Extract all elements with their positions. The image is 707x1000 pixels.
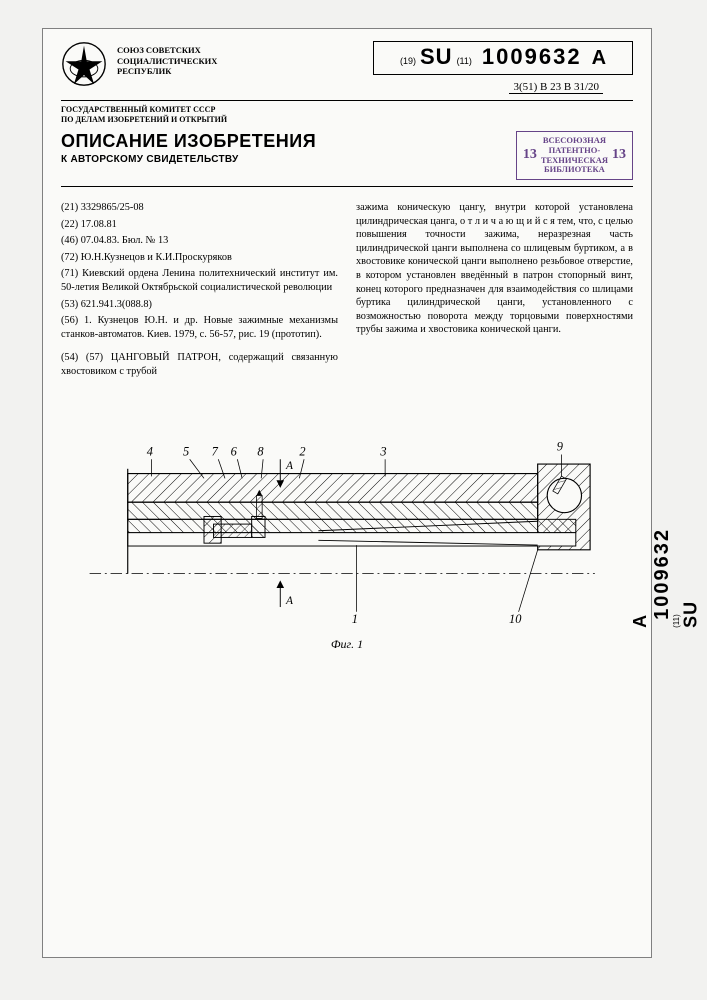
field-56: (56) 1. Кузнецов Ю.Н. и др. Новые зажимн… [61,314,338,341]
pub-country: SU [420,44,453,70]
committee-name: ГОСУДАРСТВЕННЫЙ КОМИТЕТ СССР ПО ДЕЛАМ ИЗ… [61,105,633,125]
divider [61,100,633,101]
ipc-classification: 3(51) B 23 B 31/20 [509,81,603,94]
divider [61,186,633,187]
field-54-57: (54) (57) ЦАНГОВЫЙ ПАТРОН, содержащий св… [61,351,338,378]
pub-number: 1009632 [482,44,582,70]
svg-text:7: 7 [212,445,219,459]
svg-text:10: 10 [509,613,522,627]
field-22: (22) 17.08.81 [61,218,338,232]
right-column: зажима коническую цангу, внутри которой … [356,201,633,381]
svg-text:4: 4 [147,445,153,459]
figure-1: A A 4 5 7 6 8 2 3 9 1 10 [61,411,633,641]
field-21: (21) 3329865/25-08 [61,201,338,215]
abstract-text: зажима коническую цангу, внутри которой … [356,201,633,337]
library-stamp: 13 ВСЕСОЮЗНАЯ ПАТЕНТНО- ТЕХНИЧЕСКАЯ БИБЛ… [516,131,633,180]
svg-text:3: 3 [379,445,386,459]
side-publication-label: A 1009632 (11) SU [630,520,701,628]
document-title: ОПИСАНИЕ ИЗОБРЕТЕНИЯ [61,131,316,152]
document-subtitle: К АВТОРСКОМУ СВИДЕТЕЛЬСТВУ [61,154,316,165]
svg-text:9: 9 [557,440,563,454]
stamp-text: ВСЕСОЮЗНАЯ ПАТЕНТНО- ТЕХНИЧЕСКАЯ БИБЛИОТ… [541,136,608,175]
svg-text:8: 8 [257,445,264,459]
pub-mid: (11) [457,56,472,66]
pub-kind: A [592,47,606,70]
left-column: (21) 3329865/25-08 (22) 17.08.81 (46) 07… [61,201,338,381]
field-46: (46) 07.04.83. Бюл. № 13 [61,234,338,248]
svg-text:1: 1 [352,613,358,627]
svg-text:A: A [285,460,294,472]
field-53: (53) 621.941.3(088.8) [61,298,338,312]
ussr-emblem-icon [61,41,107,87]
svg-text:2: 2 [299,445,305,459]
field-72: (72) Ю.Н.Кузнецов и К.И.Проскуряков [61,251,338,265]
pub-prefix: (19) [400,56,416,66]
svg-text:6: 6 [231,445,238,459]
section-mark-a-bottom: A [276,581,294,608]
svg-text:5: 5 [183,445,189,459]
publication-number-box: (19) SU (11) 1009632 A [373,41,633,75]
svg-text:A: A [285,596,294,608]
stamp-number-right: 13 [612,147,626,163]
stamp-number-left: 13 [523,147,537,163]
union-name: СОЮЗ СОВЕТСКИХ СОЦИАЛИСТИЧЕСКИХ РЕСПУБЛИ… [117,41,363,77]
field-71: (71) Киевский ордена Ленина политехничес… [61,267,338,294]
